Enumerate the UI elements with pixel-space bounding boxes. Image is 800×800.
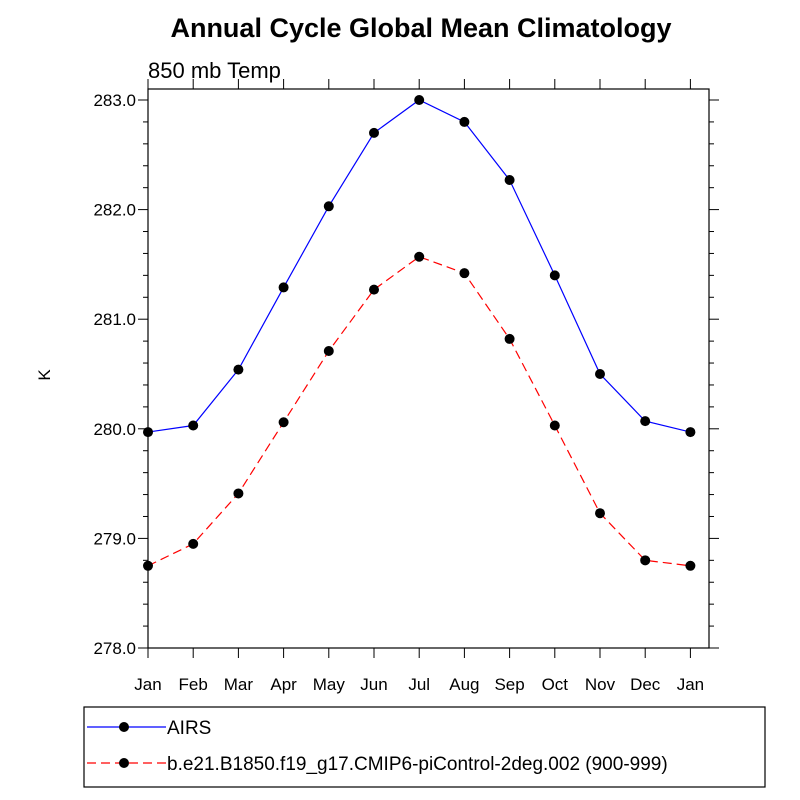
chart-subtitle: 850 mb Temp [148,58,281,83]
y-tick-label: 282.0 [93,201,136,220]
x-tick-label: Mar [224,675,254,694]
legend-marker-1 [119,722,129,732]
legend-label-2: b.e21.B1850.f19_g17.CMIP6-piControl-2deg… [167,754,668,775]
data-point [459,268,470,279]
legend-label-1: AIRS [167,718,211,739]
chart-title: Annual Cycle Global Mean Climatology [170,13,671,43]
data-point [640,416,651,427]
data-point [414,251,425,262]
y-tick-label: 281.0 [93,310,136,329]
data-point [323,345,334,356]
y-tick-label: 278.0 [93,639,136,658]
axis-ticks: 278.0 279.0 280.0 281.0 282.0 283.0 Jan Feb Mar A… [93,79,719,694]
data-point [414,95,425,105]
data-point [369,127,379,138]
x-tick-label: May [313,675,346,694]
y-axis-label: K [35,369,54,381]
series-1 [143,95,696,438]
plot-frame [147,88,710,649]
data-point [595,369,605,379]
data-point [278,282,289,293]
x-tick-label: Nov [585,675,616,694]
x-tick-label: Sep [494,675,524,694]
x-tick-label: Jan [134,675,161,694]
series-line [147,99,691,433]
data-point [369,284,379,295]
data-point [595,508,605,519]
data-point [504,333,515,344]
data-point [549,420,560,431]
x-tick-label: Jun [360,675,387,694]
data-point [504,175,515,186]
legend: AIRS b.e21.B1850.f19_g17.CMIP6-piControl-… [87,718,668,775]
series-line [147,256,691,567]
x-tick-label: Jan [677,675,704,694]
data-point [233,488,244,499]
x-tick-label: Aug [449,675,479,694]
x-tick-label: Feb [179,675,208,694]
data-point [323,201,334,212]
legend-box [83,706,766,788]
data-point [640,555,651,566]
x-tick-label: Dec [630,675,661,694]
data-point [188,420,199,431]
data-point [459,116,470,127]
data-point [233,364,244,375]
x-tick-label: Apr [270,675,297,694]
y-tick-label: 279.0 [93,529,136,548]
y-tick-label: 280.0 [93,420,136,439]
data-point [685,560,696,571]
legend-marker-2 [119,758,129,768]
series-2 [143,251,696,571]
data-point [278,417,289,428]
y-tick-label: 283.0 [93,91,136,110]
data-point [188,538,199,549]
x-tick-label: Jul [408,675,430,694]
series-layer [143,95,696,571]
data-point [549,270,560,281]
x-tick-label: Oct [542,675,569,694]
data-point [685,427,696,438]
